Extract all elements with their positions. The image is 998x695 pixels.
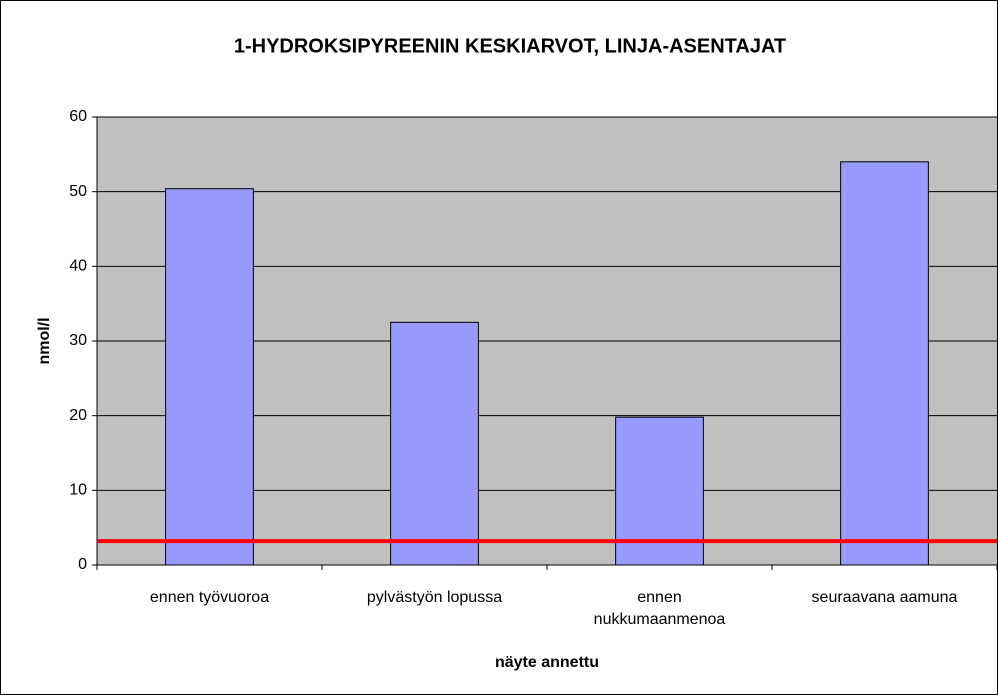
x-axis-label: näyte annettu — [495, 654, 599, 671]
x-tick-label: seuraavana aamuna — [811, 589, 958, 606]
y-tick-label: 0 — [78, 556, 87, 573]
bar — [390, 321, 479, 566]
y-tick-label: 40 — [69, 258, 87, 275]
y-axis-label: nmol/l — [36, 317, 53, 364]
bar — [165, 188, 254, 566]
chart-title: 1-HYDROKSIPYREENIN KESKIARVOT, LINJA-ASE… — [234, 35, 786, 57]
x-tick-label: pylvästyön lopussa — [366, 589, 503, 606]
x-tick-label: ennen nukkumaanmenoa — [593, 589, 726, 628]
y-tick-label: 20 — [69, 407, 87, 424]
y-tick-label: 50 — [69, 183, 87, 200]
x-tick-label: ennen työvuoroa — [149, 589, 270, 606]
y-tick-label: 60 — [69, 108, 87, 125]
y-tick-label: 10 — [69, 482, 87, 499]
bar — [840, 161, 929, 566]
y-tick-label: 30 — [69, 332, 87, 349]
